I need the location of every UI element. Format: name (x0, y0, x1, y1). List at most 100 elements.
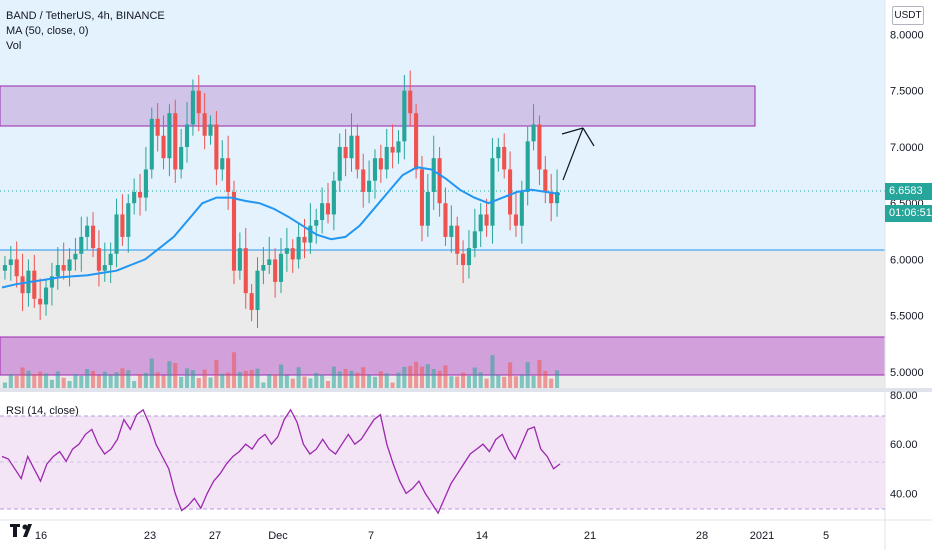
volume-bar (126, 370, 131, 388)
candle-body (8, 259, 13, 266)
candle-body (108, 253, 113, 266)
currency-label[interactable]: USDT (892, 6, 924, 25)
volume-bar (243, 370, 248, 388)
candle-body (519, 191, 524, 226)
candle-body (284, 248, 289, 254)
volume-bar (466, 375, 472, 388)
candle-body (349, 135, 354, 159)
volume-bar (226, 372, 231, 388)
volume-bar (302, 376, 307, 388)
time-axis-label: 27 (209, 530, 221, 542)
volume-bar (437, 370, 442, 388)
volume-bar (372, 376, 378, 388)
arrow-annotation[interactable] (561, 127, 595, 181)
candle-body (320, 203, 325, 221)
volume-bar (43, 373, 49, 388)
candle-body (325, 203, 331, 215)
volume-bar (490, 355, 495, 388)
volume-bar (455, 376, 460, 388)
candle-body (378, 158, 383, 170)
candle-body (278, 253, 284, 282)
candle-body (67, 259, 72, 271)
candle-body (484, 214, 489, 226)
rsi-axis-ticks: 80.00 60.00 40.00 (890, 390, 918, 500)
volume-bar (461, 372, 466, 388)
volume-bar (396, 372, 401, 388)
candle-body (132, 191, 137, 204)
volume-bar (478, 372, 483, 388)
volume-bar (443, 365, 448, 388)
candle-body (220, 158, 225, 170)
vol-legend[interactable]: Vol (6, 40, 22, 52)
candle-body (79, 236, 84, 254)
volume-bar (2, 382, 7, 388)
candle-body (249, 293, 254, 311)
volume-bar (402, 366, 407, 388)
candle-body (296, 236, 301, 260)
time-axis-label: 21 (584, 530, 596, 542)
candle-body (149, 118, 154, 170)
candle-body (478, 214, 483, 232)
candle-body (466, 248, 472, 266)
candle-body (255, 270, 260, 311)
rsi-legend[interactable]: RSI (14, close) (6, 405, 79, 417)
volume-bar (343, 369, 348, 388)
candle-body (390, 146, 395, 153)
volume-bar (132, 381, 137, 388)
support-zone[interactable] (0, 336, 886, 376)
volume-bar (325, 381, 331, 388)
candle-body (508, 169, 513, 215)
candle-body (120, 214, 125, 237)
candle-body (179, 146, 184, 170)
candle-body (226, 158, 231, 192)
candle-body (455, 225, 460, 254)
tradingview-logo[interactable] (8, 520, 48, 540)
volume-bar (120, 368, 125, 388)
time-axis-label: 7 (368, 530, 374, 542)
volume-bar (38, 371, 43, 388)
candle-body (425, 191, 430, 226)
volume-bar (261, 382, 266, 388)
candle-body (355, 135, 360, 170)
candle-body (96, 248, 101, 271)
time-axis-label: Dec (268, 530, 288, 542)
volume-bar (513, 376, 519, 388)
volume-bar (531, 375, 536, 388)
candle-body (431, 158, 436, 192)
candle-body (267, 259, 272, 266)
candle-body (190, 90, 195, 125)
candle-body (472, 231, 477, 249)
candle-body (367, 180, 372, 192)
candle-body (414, 113, 419, 170)
volume-bar (555, 370, 560, 388)
symbol-title[interactable]: BAND / TetherUS, 4h, BINANCE (6, 10, 165, 22)
pane-separator[interactable] (0, 388, 932, 392)
volume-bar (278, 364, 284, 388)
volume-bar (90, 370, 96, 388)
time-axis-label: 14 (476, 530, 488, 542)
volume-bar (337, 371, 342, 388)
volume-bar (49, 379, 54, 388)
time-axis[interactable]: 16 23 27 Dec 7 14 21 28 2021 5 (35, 530, 829, 542)
candle-body (525, 141, 530, 192)
resistance-zone[interactable] (0, 85, 756, 127)
candle-body (2, 265, 7, 271)
candle-body (85, 225, 90, 237)
volume-bar (314, 372, 319, 388)
volume-bar (61, 377, 66, 388)
candle-body (461, 253, 466, 266)
volume-bar (296, 367, 301, 388)
volume-bar (237, 372, 242, 388)
candle-body (61, 265, 66, 271)
ma-legend[interactable]: MA (50, close, 0) (6, 25, 89, 37)
volume-bar (155, 372, 160, 388)
candle-body (302, 236, 307, 243)
rsi-line (1, 408, 561, 515)
volume-bar (173, 363, 178, 388)
volume-bar (231, 352, 237, 388)
rsi-tick-label: 80.00 (890, 390, 918, 402)
volume-bar (508, 362, 513, 388)
candle-body (202, 113, 207, 136)
candle-body (126, 203, 131, 237)
